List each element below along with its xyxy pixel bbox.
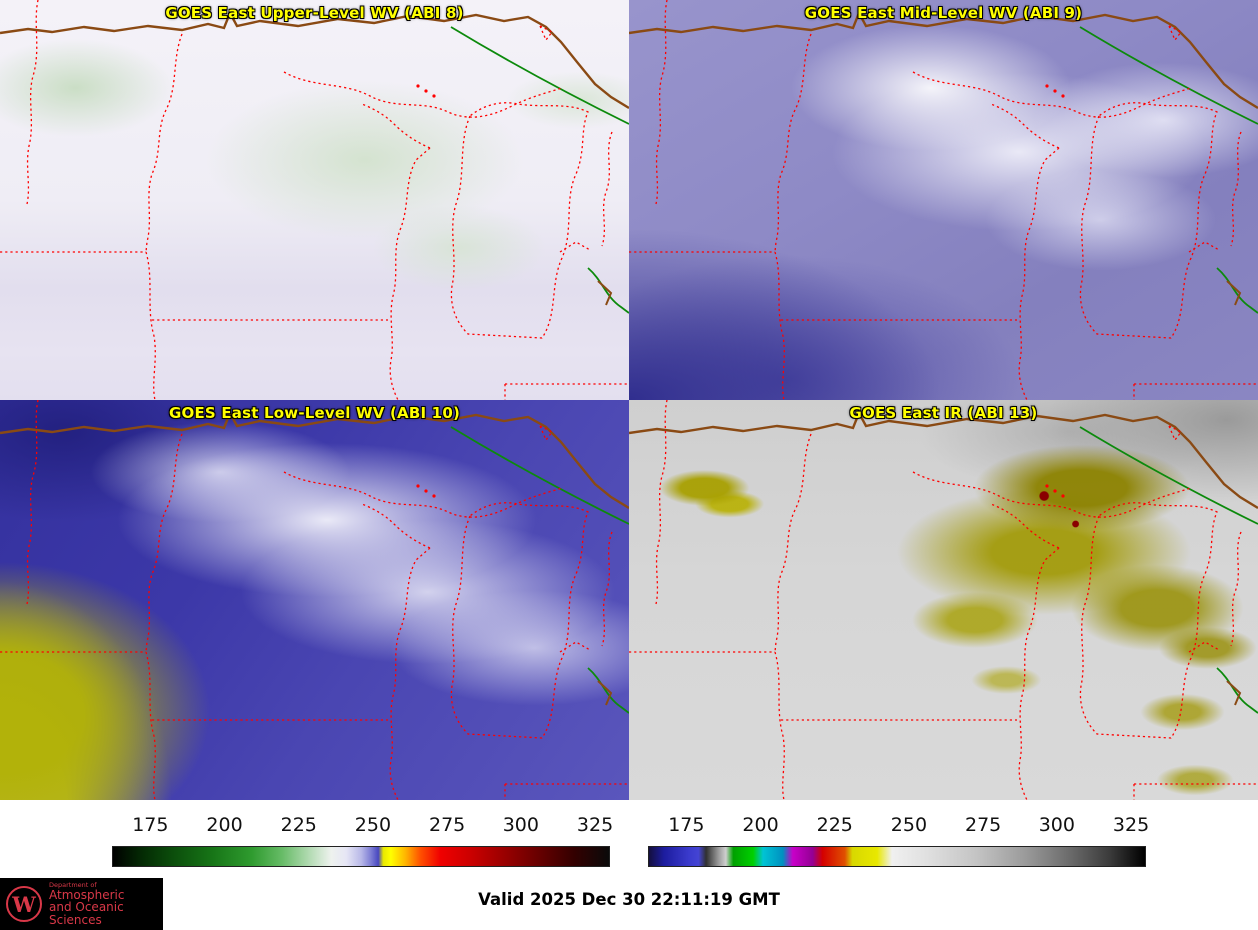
colorbar-legend-row: 175 200 225 250 275 300 325 175 200 225 … <box>0 800 1258 878</box>
ir-colorbar-legend: 175 200 225 250 275 300 325 <box>648 814 1150 867</box>
tick-label: 325 <box>1112 814 1150 836</box>
logo-text: Department of Atmospheric and Oceanic Sc… <box>49 880 157 927</box>
satellite-panel-low-level-wv: GOES East Low-Level WV (ABI 10) <box>0 400 629 800</box>
satellite-panel-ir: GOES East IR (ABI 13) <box>629 400 1258 800</box>
panel-title-mid-wv: GOES East Mid-Level WV (ABI 9) <box>804 4 1083 22</box>
wv-colorbar-legend: 175 200 225 250 275 300 325 <box>112 814 614 867</box>
tick-label: 225 <box>816 814 853 836</box>
tick-label: 175 <box>668 814 705 836</box>
tick-label: 300 <box>502 814 539 836</box>
map-boundaries-overlay <box>0 0 629 400</box>
tick-label: 275 <box>965 814 1002 836</box>
tick-label: 275 <box>429 814 466 836</box>
uw-crest-icon: W <box>6 886 42 922</box>
footer: W Department of Atmospheric and Oceanic … <box>0 878 1258 930</box>
tick-label: 325 <box>576 814 614 836</box>
quad-panel-grid: GOES East Upper-Level WV (ABI 8) GOES Ea… <box>0 0 1258 800</box>
satellite-panel-upper-level-wv: GOES East Upper-Level WV (ABI 8) <box>0 0 629 400</box>
satellite-panel-mid-level-wv: GOES East Mid-Level WV (ABI 9) <box>629 0 1258 400</box>
tick-label: 200 <box>206 814 243 836</box>
wv-colorbar-ticks: 175 200 225 250 275 300 325 <box>112 814 614 842</box>
logo-line-3: and Oceanic Sciences <box>49 900 124 927</box>
logo-dept-line: Department of <box>49 880 97 889</box>
panel-title-low-wv: GOES East Low-Level WV (ABI 10) <box>168 404 461 422</box>
map-boundaries-overlay <box>0 400 629 800</box>
ir-colorbar <box>648 846 1146 867</box>
logo-line-2: Atmospheric <box>49 887 125 902</box>
tick-label: 250 <box>354 814 392 836</box>
tick-label: 300 <box>1038 814 1075 836</box>
map-boundaries-overlay <box>629 400 1258 800</box>
panel-title-ir: GOES East IR (ABI 13) <box>849 404 1038 422</box>
wv-colorbar <box>112 846 610 867</box>
tick-label: 175 <box>132 814 169 836</box>
map-boundaries-overlay <box>629 0 1258 400</box>
ir-colorbar-ticks: 175 200 225 250 275 300 325 <box>648 814 1150 842</box>
uw-aos-logo: W Department of Atmospheric and Oceanic … <box>0 878 163 930</box>
tick-label: 250 <box>890 814 928 836</box>
tick-label: 225 <box>280 814 317 836</box>
valid-time-label: Valid 2025 Dec 30 22:11:19 GMT <box>478 890 780 909</box>
tick-label: 200 <box>742 814 779 836</box>
panel-title-upper-wv: GOES East Upper-Level WV (ABI 8) <box>165 4 464 22</box>
